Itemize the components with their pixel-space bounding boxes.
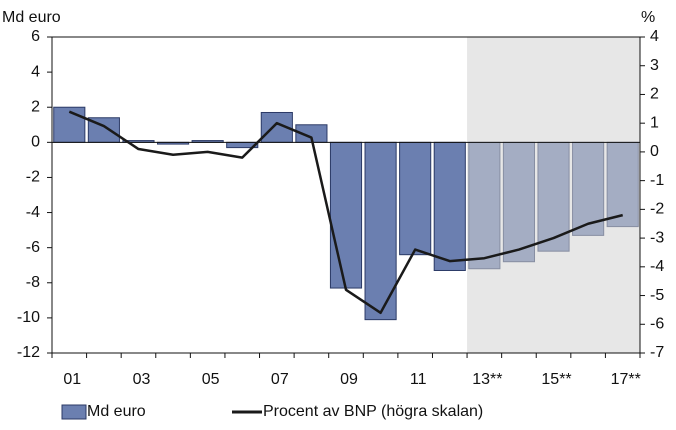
x-tick-label: 15** xyxy=(541,371,571,388)
legend-label: Procent av BNP (högra skalan) xyxy=(263,403,483,420)
y-tick-label: -10 xyxy=(17,309,40,326)
bar xyxy=(399,141,432,256)
x-tick-label: 07 xyxy=(271,371,289,388)
bar xyxy=(433,141,466,271)
x-tick-label: 17** xyxy=(611,371,641,388)
x-tick-label: 05 xyxy=(202,371,220,388)
x-tick-label: 11 xyxy=(410,371,427,388)
y2-tick-label: -6 xyxy=(650,315,664,332)
y2-tick-label: -2 xyxy=(650,201,664,218)
x-tick-label: 09 xyxy=(340,371,358,388)
legend-label: Md euro xyxy=(87,403,146,420)
y2-tick-label: -5 xyxy=(650,287,664,304)
y2-tick-label: 2 xyxy=(650,86,659,103)
bar xyxy=(53,106,86,143)
y2-axis-label: % xyxy=(641,9,655,26)
y-tick-label: 2 xyxy=(31,98,40,115)
y2-tick-label: 0 xyxy=(650,143,659,160)
y-tick-label: -12 xyxy=(17,344,40,361)
y2-tick-label: -4 xyxy=(650,258,664,275)
y2-tick-label: 4 xyxy=(650,28,659,45)
y2-tick-label: -7 xyxy=(650,344,664,361)
y-tick-label: 0 xyxy=(31,134,40,151)
y2-tick-label: -1 xyxy=(650,172,664,189)
y-tick-label: 4 xyxy=(31,63,40,80)
y-axis-label: Md euro xyxy=(2,9,61,26)
y-tick-label: -8 xyxy=(26,274,40,291)
y-tick-label: -6 xyxy=(26,239,40,256)
y-tick-label: -2 xyxy=(26,169,40,186)
x-tick-label: 03 xyxy=(133,371,151,388)
legend-swatch xyxy=(61,404,87,420)
x-tick-label: 13** xyxy=(472,371,502,388)
forecast-shade xyxy=(467,37,640,353)
x-tick-label: 01 xyxy=(63,371,81,388)
bar xyxy=(364,141,397,321)
y2-tick-label: 3 xyxy=(650,57,659,74)
line xyxy=(68,110,624,315)
y-tick-label: -4 xyxy=(26,204,40,221)
bar xyxy=(329,141,363,289)
y2-tick-label: 1 xyxy=(650,114,659,131)
y-tick-label: 6 xyxy=(31,28,40,45)
y2-tick-label: -3 xyxy=(650,229,664,246)
